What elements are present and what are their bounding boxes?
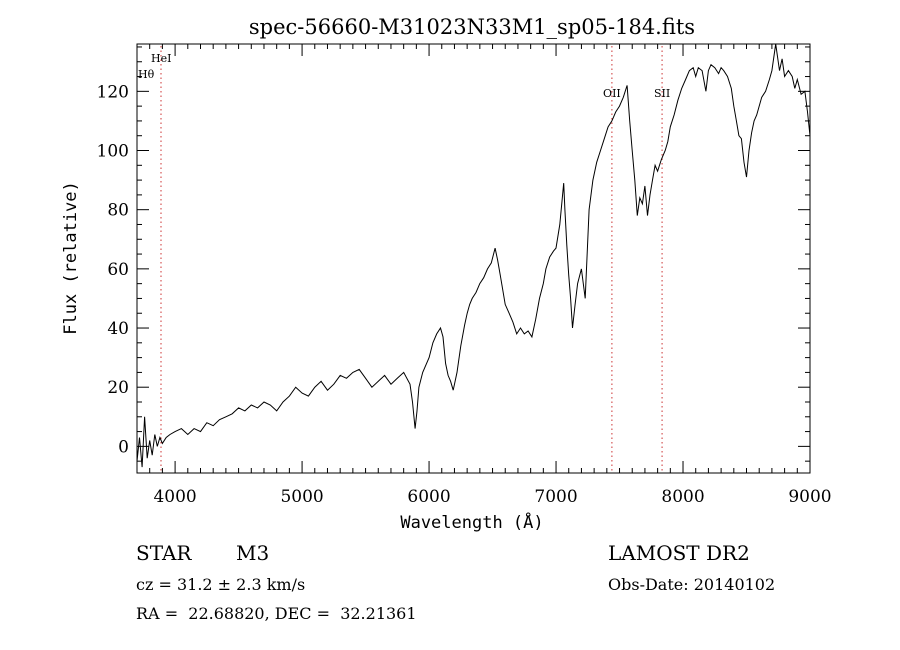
- line-marker-label: OII: [603, 87, 621, 100]
- x-tick-label: 5000: [280, 487, 323, 507]
- y-tick-label: 100: [97, 142, 129, 162]
- line-marker-label: SII: [654, 87, 670, 100]
- y-tick-label: 20: [107, 378, 129, 398]
- object-subclass: M3: [236, 541, 270, 565]
- x-axis-label: Wavelength (Å): [400, 511, 543, 533]
- line-markers: HeI Hθ OII SII: [138, 46, 670, 471]
- line-marker-label: Hθ: [138, 68, 155, 81]
- x-tick-label: 6000: [407, 487, 450, 507]
- x-tick-labels: 4000 5000 6000 7000 8000 9000: [153, 487, 831, 507]
- x-tick-label: 4000: [153, 487, 196, 507]
- plot-frame: [136, 43, 811, 474]
- object-type: STAR: [136, 541, 192, 565]
- observation-date: Obs-Date: 20140102: [608, 575, 776, 594]
- ra-dec: RA = 22.68820, DEC = 32.21361: [136, 604, 417, 623]
- axis-ticks: [136, 44, 811, 473]
- redshift-cz: cz = 31.2 ± 2.3 km/s: [136, 575, 306, 594]
- x-tick-label: 8000: [661, 487, 704, 507]
- y-tick-labels: 0 20 40 60 80 100 120: [97, 82, 129, 457]
- y-tick-label: 80: [107, 201, 129, 221]
- x-tick-label: 9000: [788, 487, 831, 507]
- line-marker-label: HeI: [151, 52, 171, 65]
- x-tick-label: 7000: [534, 487, 577, 507]
- y-tick-label: 0: [118, 437, 129, 457]
- y-tick-label: 40: [107, 319, 129, 339]
- spectrum-line: [136, 43, 811, 468]
- y-axis-label: Flux (relative): [61, 181, 81, 335]
- y-tick-label: 120: [97, 82, 129, 102]
- chart-title: spec-56660-M31023N33M1_sp05-184.fits: [249, 15, 695, 39]
- survey-name: LAMOST DR2: [608, 541, 750, 565]
- y-tick-label: 60: [107, 260, 129, 280]
